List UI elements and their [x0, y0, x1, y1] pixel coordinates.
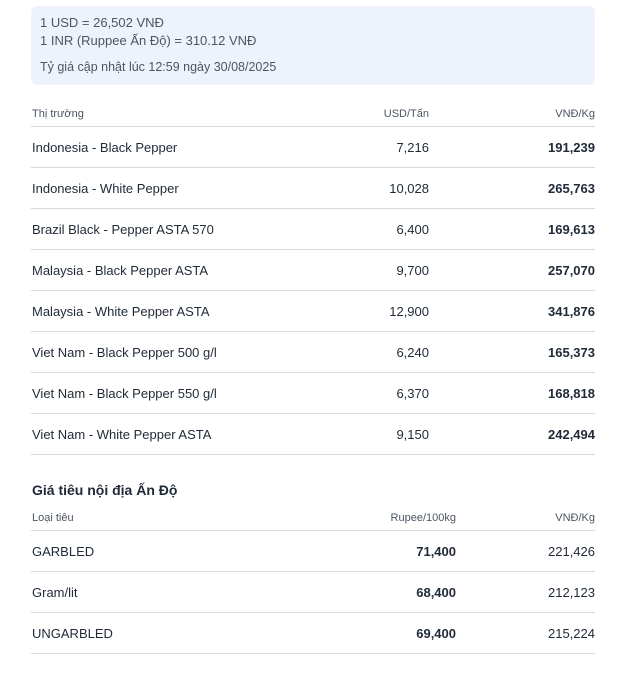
- usd-rate: 1 USD = 26,502 VNĐ: [40, 15, 164, 30]
- market-name: Viet Nam - Black Pepper 550 g/l: [32, 386, 217, 401]
- column-header-usd: USD/Tấn: [383, 108, 429, 120]
- table-body: Indonesia - Black Pepper 7,216 191,239 Indo…: [31, 127, 595, 455]
- usd-per-ton: 6,370: [396, 386, 429, 401]
- table-row: Malaysia - Black Pepper ASTA 9,700 257,070: [31, 250, 595, 291]
- vnd-per-kg: 221,426: [548, 544, 595, 559]
- india-section-title: Giá tiêu nội địa Ấn Độ: [32, 482, 178, 498]
- usd-per-ton: 7,216: [396, 140, 429, 155]
- world-price-table: Thị trường USD/Tấn VNĐ/Kg Indonesia - Bl…: [31, 106, 595, 455]
- table-header: Thị trường USD/Tấn VNĐ/Kg: [31, 106, 595, 127]
- rupee-per-100kg: 71,400: [416, 544, 456, 559]
- table-row: Indonesia - Black Pepper 7,216 191,239: [31, 127, 595, 168]
- vnd-per-kg: 191,239: [548, 140, 595, 155]
- market-name: Viet Nam - White Pepper ASTA: [32, 427, 212, 442]
- pepper-type: UNGARBLED: [32, 626, 113, 641]
- table-row: Viet Nam - Black Pepper 550 g/l 6,370 168,…: [31, 373, 595, 414]
- table-row: Malaysia - White Pepper ASTA 12,900 341,87…: [31, 291, 595, 332]
- india-price-table: Loại tiêu Rupee/100kg VNĐ/Kg GARBLED 71,4…: [31, 510, 595, 654]
- vnd-per-kg: 341,876: [548, 304, 595, 319]
- column-header-vnd: VNĐ/Kg: [555, 512, 595, 524]
- usd-per-ton: 12,900: [389, 304, 429, 319]
- table-row: Viet Nam - White Pepper ASTA 9,150 242,494: [31, 414, 595, 455]
- usd-per-ton: 9,700: [396, 263, 429, 278]
- market-name: Indonesia - White Pepper: [32, 181, 179, 196]
- usd-per-ton: 10,028: [389, 181, 429, 196]
- pepper-type: GARBLED: [32, 544, 95, 559]
- table-row: Viet Nam - Black Pepper 500 g/l 6,240 165,…: [31, 332, 595, 373]
- market-name: Malaysia - Black Pepper ASTA: [32, 263, 209, 278]
- column-header-rupee: Rupee/100kg: [390, 512, 456, 524]
- rupee-per-100kg: 69,400: [416, 626, 456, 641]
- market-name: Indonesia - Black Pepper: [32, 140, 178, 155]
- table-row: UNGARBLED 69,400 215,224: [31, 613, 595, 654]
- table-row: GARBLED 71,400 221,426: [31, 531, 595, 572]
- table-body: GARBLED 71,400 221,426 Gram/lit 68,400 212,12…: [31, 531, 595, 654]
- column-header-vnd: VNĐ/Kg: [555, 108, 595, 120]
- market-name: Brazil Black - Pepper ASTA 570: [32, 222, 214, 237]
- inr-rate: 1 INR (Ruppee Ấn Độ) = 310.12 VNĐ: [40, 33, 257, 48]
- usd-per-ton: 9,150: [396, 427, 429, 442]
- vnd-per-kg: 212,123: [548, 585, 595, 600]
- market-name: Malaysia - White Pepper ASTA: [32, 304, 210, 319]
- table-row: Gram/lit 68,400 212,123: [31, 572, 595, 613]
- vnd-per-kg: 169,613: [548, 222, 595, 237]
- vnd-per-kg: 242,494: [548, 427, 595, 442]
- usd-per-ton: 6,400: [396, 222, 429, 237]
- column-header-type: Loại tiêu: [32, 512, 74, 524]
- vnd-per-kg: 165,373: [548, 345, 595, 360]
- table-header: Loại tiêu Rupee/100kg VNĐ/Kg: [31, 510, 595, 531]
- market-name: Viet Nam - Black Pepper 500 g/l: [32, 345, 217, 360]
- vnd-per-kg: 257,070: [548, 263, 595, 278]
- vnd-per-kg: 215,224: [548, 626, 595, 641]
- rupee-per-100kg: 68,400: [416, 585, 456, 600]
- usd-per-ton: 6,240: [396, 345, 429, 360]
- vnd-per-kg: 168,818: [548, 386, 595, 401]
- table-row: Brazil Black - Pepper ASTA 570 6,400 169,6…: [31, 209, 595, 250]
- table-row: Indonesia - White Pepper 10,028 265,763: [31, 168, 595, 209]
- rate-update-time: Tỷ giá cập nhật lúc 12:59 ngày 30/08/202…: [40, 60, 277, 74]
- exchange-rate-box: 1 USD = 26,502 VNĐ 1 INR (Ruppee Ấn Độ) …: [31, 6, 595, 85]
- column-header-market: Thị trường: [32, 108, 84, 120]
- vnd-per-kg: 265,763: [548, 181, 595, 196]
- pepper-type: Gram/lit: [32, 585, 78, 600]
